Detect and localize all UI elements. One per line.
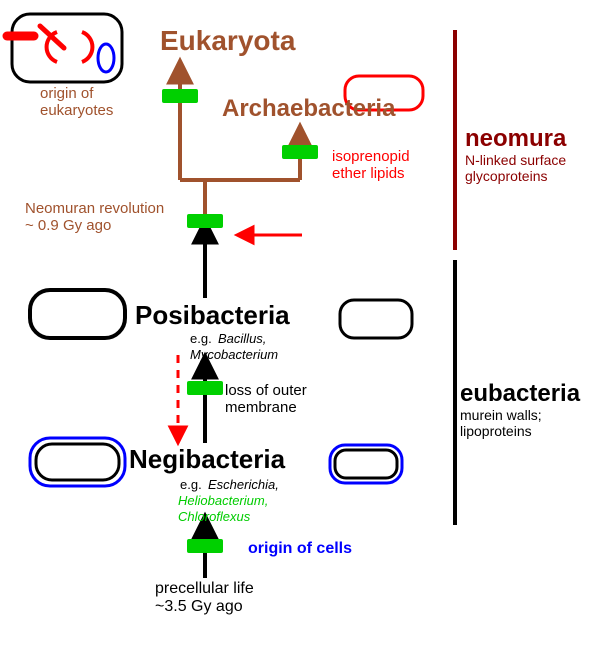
ann-isoprenoid: isoprenopid ether lipids [332, 148, 410, 183]
ann-loss-outer-membrane: loss of outer membrane [225, 382, 307, 417]
ann-negi-eg: e.g. [180, 478, 202, 493]
group-neomura-title: neomura [465, 125, 566, 153]
ann-negi-escherichia: Escherichia, [208, 478, 279, 493]
ann-posi-bacillus: Bacillus, [218, 332, 266, 347]
ann-posi-myco: Mycobacterium [190, 348, 278, 363]
group-neomura-sub: N-linked surface glycoproteins [465, 152, 566, 184]
group-eubacteria-title: eubacteria [460, 380, 580, 408]
ann-precellular: precellular life ~3.5 Gy ago [155, 580, 254, 617]
taxon-posibacteria: Posibacteria [135, 301, 290, 331]
ann-origin-cells: origin of cells [248, 540, 352, 558]
taxon-archaebacteria: Archaebacteria [222, 95, 395, 123]
ann-posi-eg: e.g. [190, 332, 212, 347]
ann-neomuran-revolution: Neomuran revolution ~ 0.9 Gy ago [25, 200, 164, 235]
group-eubacteria-sub: murein walls; lipoproteins [460, 407, 542, 439]
ann-negi-chloro: Chloroflexus [178, 510, 250, 525]
taxon-negibacteria: Negibacteria [129, 445, 285, 475]
ann-negi-helio: Heliobacterium, [178, 494, 268, 509]
taxon-eukaryota: Eukaryota [160, 25, 295, 57]
ann-origin-eukaryotes: origin of eukaryotes [40, 85, 113, 120]
